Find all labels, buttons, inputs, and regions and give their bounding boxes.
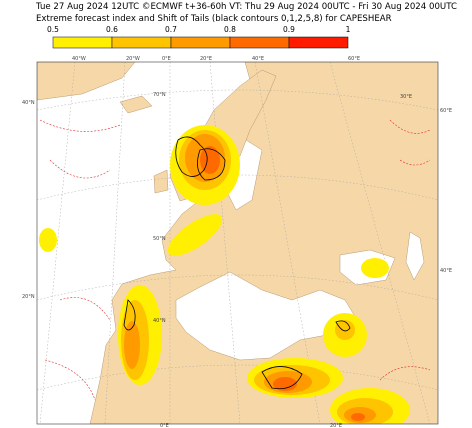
efi-area	[39, 228, 57, 252]
graticule-label: 40°E	[252, 56, 264, 62]
colorbar-swatch	[52, 36, 113, 49]
colorbar-swatch	[111, 36, 172, 49]
colorbar-swatch	[288, 36, 349, 49]
colorbar-label: 0.5	[47, 25, 59, 34]
title-line2: Extreme forecast index and Shift of Tail…	[36, 14, 392, 24]
colorbar-swatch	[170, 36, 231, 49]
efi-shading	[39, 125, 410, 424]
colorbar-label: 0.9	[283, 25, 295, 34]
efi-area	[167, 214, 223, 256]
graticule-label: 0°E	[162, 56, 171, 62]
graticule-label: 40°E	[440, 268, 452, 274]
graticule-label: 40°N	[22, 100, 35, 106]
caspian	[405, 231, 425, 281]
graticule-label: 20°E	[200, 56, 212, 62]
efi-area	[335, 320, 355, 340]
efi-area	[351, 413, 365, 421]
efi-area	[273, 377, 297, 391]
colorbar-label: 0.6	[106, 25, 118, 34]
iceland	[119, 95, 153, 114]
efi-contour	[39, 119, 431, 401]
sot-contour	[123, 136, 351, 390]
graticule-label: 40°N	[153, 318, 166, 324]
title-line1: Tue 27 Aug 2024 12UTC ©ECMWF t+36-60h VT…	[35, 2, 457, 12]
graticule-label: 70°N	[153, 92, 166, 98]
graticule-label: 20°N	[22, 294, 35, 300]
graticule-label: 20°E	[330, 423, 342, 428]
graticule-labels: 40°W 20°W 0°E 20°E 40°E 60°E 40°N 20°N 60°E 40°E 0…	[22, 56, 452, 428]
colorbar: 0.5 0.6 0.7 0.8 0.9 1	[47, 25, 351, 49]
graticule-label: 30°E	[400, 94, 412, 100]
graticule-label: 50°N	[153, 236, 166, 242]
graticule-label: 0°E	[160, 423, 169, 428]
map-frame	[36, 61, 439, 425]
graticule-label: 60°E	[348, 56, 360, 62]
colorbar-label: 0.7	[165, 25, 177, 34]
colorbar-label: 1	[346, 25, 351, 34]
efi-area	[361, 258, 389, 278]
colorbar-label: 0.8	[224, 25, 236, 34]
colorbar-swatch	[229, 36, 290, 49]
efi-area	[200, 146, 220, 174]
graticule-label: 60°E	[440, 108, 452, 114]
graticule-label: 40°W	[72, 56, 86, 62]
map: 40°W 20°W 0°E 20°E 40°E 60°E 40°N 20°N 60°E 40°E 0…	[22, 56, 452, 428]
efi-area	[124, 321, 140, 369]
graticule-label: 20°W	[126, 56, 140, 62]
greenland	[37, 62, 136, 101]
ireland	[153, 169, 169, 194]
